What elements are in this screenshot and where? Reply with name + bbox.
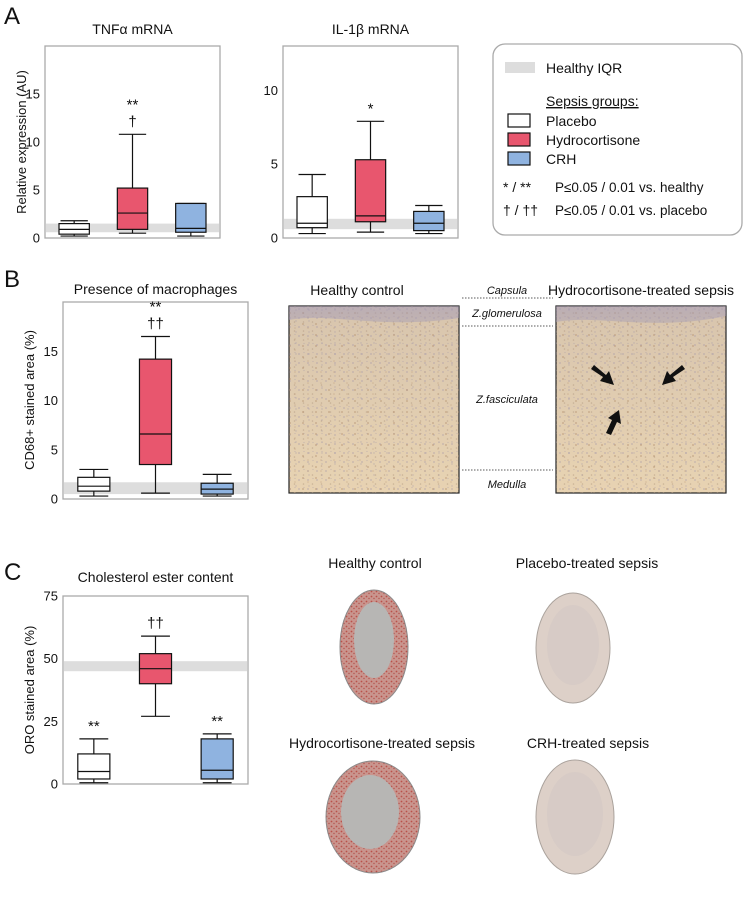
plot-frame	[44, 45, 221, 239]
y-tick-label: 10	[44, 393, 58, 408]
legend-sig1-symbols: * / **	[503, 179, 532, 195]
legend-sig2-text: P≤0.05 / 0.01 vs. placebo	[555, 203, 707, 218]
legend-hydrocortisone: Hydrocortisone	[546, 132, 640, 148]
chart-il1b: IL-1β mRNA 0 5 10 *	[264, 21, 459, 246]
box-crh	[200, 738, 234, 780]
box-hydrocortisone	[354, 159, 387, 223]
legend-iqr-swatch	[505, 62, 535, 73]
y-tick-label: 0	[51, 777, 58, 792]
legend-crh-swatch	[507, 151, 531, 166]
legend-sig1-text: P≤0.05 / 0.01 vs. healthy	[555, 180, 704, 195]
plot-frame	[62, 595, 249, 785]
legend-placebo-swatch	[507, 113, 531, 128]
zone-medulla: Medulla	[488, 479, 527, 491]
box-crh	[413, 210, 445, 232]
panel-label-c: C	[4, 559, 21, 586]
micrograph-healthy-cd68	[288, 305, 460, 494]
significance-label-hydrocortisone: **	[127, 96, 139, 113]
b-hc-title: Hydrocortisone-treated sepsis	[548, 282, 734, 298]
box-hydrocortisone	[116, 187, 149, 230]
y-tick-label: 5	[33, 183, 40, 198]
significance-label-placebo: **	[88, 718, 100, 735]
legend-sig2-symbols: † / ††	[503, 202, 538, 218]
y-tick-label: 15	[26, 87, 40, 102]
c-hc-title: Hydrocortisone-treated sepsis	[289, 735, 475, 751]
box-placebo	[77, 753, 111, 780]
panel-label-b: B	[4, 266, 20, 293]
zone-fasciculata: Z.fasciculata	[475, 394, 538, 406]
legend-frame	[492, 43, 743, 236]
significance-label-crh: **	[211, 713, 223, 730]
y-tick-label: 15	[44, 344, 58, 359]
c-healthy-title: Healthy control	[328, 555, 421, 571]
plot-frame	[62, 301, 249, 500]
section-crh-oro	[535, 759, 615, 875]
y-tick-label: 0	[271, 231, 278, 246]
micrograph-hc-cd68	[555, 305, 727, 494]
legend: Healthy IQR Sepsis groups: Placebo Hydro…	[492, 43, 743, 236]
legend-groups-title: Sepsis groups:	[546, 93, 639, 109]
significance-label-hydrocortisone: **	[150, 298, 162, 315]
y-axis-label: Relative expression (AU)	[14, 70, 29, 214]
box-crh	[175, 202, 207, 233]
legend-hydrocortisone-swatch	[507, 132, 531, 147]
y-tick-label: 25	[44, 714, 58, 729]
chart-title: TNFα mRNA	[92, 21, 173, 37]
c-placebo-title: Placebo-treated sepsis	[516, 555, 658, 571]
chart-oro: Cholesterol ester content 0 25 50 75 ORO stai…	[22, 569, 249, 792]
y-tick-label: 50	[44, 651, 58, 666]
panel-label-a: A	[4, 3, 20, 30]
zone-capsula: Capsula	[487, 285, 527, 297]
y-tick-label: 5	[271, 157, 278, 172]
y-tick-label: 10	[26, 135, 40, 150]
legend-crh: CRH	[546, 151, 576, 167]
y-tick-label: 5	[51, 442, 58, 457]
y-tick-label: 10	[264, 83, 278, 98]
b-healthy-title: Healthy control	[310, 282, 403, 298]
plot-frame	[282, 45, 459, 239]
section-hc-oro	[325, 760, 421, 874]
section-placebo-oro	[535, 592, 611, 704]
arrow-icon	[591, 365, 685, 435]
box-placebo	[77, 476, 111, 492]
y-axis-label: CD68+ stained area (%)	[22, 330, 37, 470]
y-tick-label: 0	[51, 492, 58, 507]
chart-cd68: Presence of macrophages 0 5 10 15 CD68+ stain…	[22, 281, 249, 507]
section-healthy-oro	[339, 589, 409, 705]
box-placebo	[296, 196, 328, 229]
legend-placebo: Placebo	[546, 113, 597, 129]
zone-labels: Capsula Z.glomerulosa Z.fasciculata Medu…	[462, 285, 553, 491]
significance-label-hydrocortisone: †	[128, 113, 136, 130]
chart-title: IL-1β mRNA	[332, 21, 410, 37]
box-hydrocortisone	[138, 358, 173, 466]
chart-title: Presence of macrophages	[74, 281, 237, 297]
legend-healthy-iqr: Healthy IQR	[546, 60, 622, 76]
significance-label-hydrocortisone: ††	[147, 315, 164, 332]
significance-label-hydrocortisone: ††	[147, 615, 164, 632]
y-tick-label: 0	[33, 231, 40, 246]
c-crh-title: CRH-treated sepsis	[527, 735, 649, 751]
chart-title: Cholesterol ester content	[78, 569, 234, 585]
y-axis-label: ORO stained area (%)	[22, 626, 37, 755]
zone-glomerulosa: Z.glomerulosa	[471, 308, 542, 320]
significance-label-hydrocortisone: *	[368, 100, 374, 117]
y-tick-label: 75	[44, 589, 58, 604]
